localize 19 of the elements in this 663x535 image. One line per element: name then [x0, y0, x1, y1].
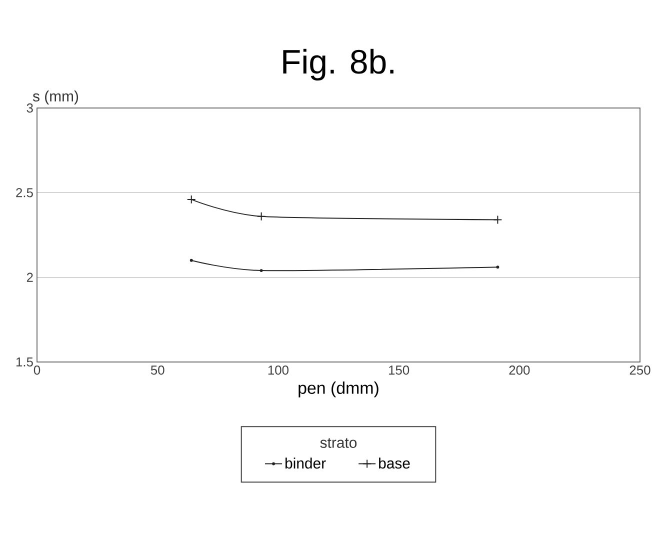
point — [256, 212, 266, 221]
legend-title: strato — [320, 438, 357, 448]
x-tick-label: 250 — [630, 366, 650, 375]
y-tick-label: 2.5 — [16, 188, 33, 198]
x-tick-label: 200 — [509, 366, 530, 375]
y-tick-label: 3 — [26, 103, 33, 113]
legend-label: base — [379, 458, 410, 469]
legend-label: binder — [286, 458, 326, 469]
y-tick-label: 2 — [26, 272, 33, 282]
y-tick-label: 1.5 — [16, 357, 33, 367]
x-tick-label: 100 — [268, 366, 289, 375]
point — [493, 215, 502, 224]
y-axis-title: s (mm) — [32, 90, 78, 104]
x-axis-title: pen (dmm) — [298, 382, 378, 398]
x-tick-label: 0 — [34, 366, 40, 375]
point — [186, 194, 196, 204]
x-tick-label: 50 — [150, 366, 164, 375]
chart-title: Fig. 8b. — [283, 48, 394, 81]
x-tick-label: 150 — [388, 366, 410, 375]
